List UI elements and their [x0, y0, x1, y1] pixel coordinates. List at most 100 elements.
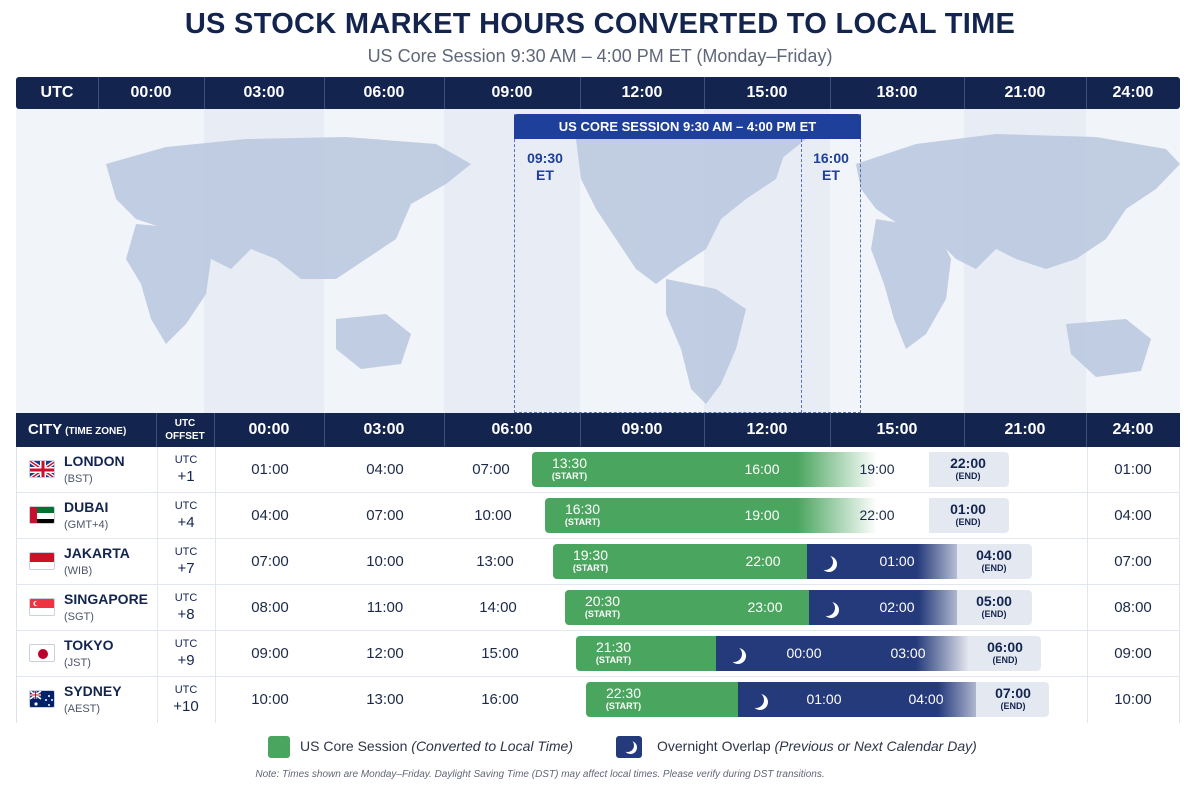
session-start-time: 20:30 [584, 593, 621, 609]
session-bar: 19:30 (START) 22:00 01:00 04:00 (END) [553, 544, 1032, 579]
local-time: 13:00 [476, 553, 514, 570]
overnight-time: 03:00 [890, 645, 926, 661]
session-start-time: 21:30 [595, 639, 632, 655]
offset-label: UTC [174, 592, 198, 604]
utc-tick: 09:00 [491, 84, 533, 101]
city-name: SINGAPORE [64, 591, 149, 607]
table-tick: 15:00 [876, 421, 918, 438]
local-time: 04:00 [251, 507, 289, 524]
session-mid-time: 19:00 [744, 507, 780, 523]
session-end-tz: ET [822, 167, 840, 183]
session-end-label: (END) [1000, 701, 1026, 711]
us-session-window [514, 114, 861, 413]
offset-label: UTC [174, 684, 198, 696]
singapore-flag-icon [29, 598, 55, 616]
city-timezone: (BST) [64, 473, 93, 485]
table-row-dubai: DUBAI (GMT+4) UTC +4 04:00 07:00 10:00 1… [17, 493, 1179, 539]
session-start-time: 19:30 [572, 547, 609, 563]
session-bar: 22:30 (START) 01:00 04:00 07:00 (END) [586, 682, 1049, 717]
offset-value: +10 [173, 698, 199, 715]
local-time: 13:00 [366, 691, 404, 708]
overnight-time: 00:00 [786, 645, 822, 661]
local-time: 01:00 [1114, 461, 1152, 478]
city-name: LONDON [64, 453, 125, 469]
offset-column-header: UTC OFFSET [165, 418, 205, 442]
offset-label: UTC [174, 638, 198, 650]
table-tick: 24:00 [1112, 421, 1154, 438]
session-end-time: 04:00 [976, 547, 1012, 563]
city-timezone: (SGT) [64, 611, 94, 623]
session-start-label: (START) [564, 517, 601, 527]
offset-value: +7 [177, 560, 195, 577]
session-mid-time: 22:00 [745, 553, 781, 569]
local-time: 15:00 [481, 645, 519, 662]
session-end-label: 16:00 ET [808, 150, 854, 184]
utc-tick: 06:00 [363, 84, 405, 101]
local-time: 14:00 [479, 599, 517, 616]
session-end-time: 01:00 [950, 501, 986, 517]
local-time: 08:00 [251, 599, 289, 616]
local-time: 04:00 [1114, 507, 1152, 524]
session-end-label: (END) [981, 609, 1007, 619]
session-mid-time: 22:00 [859, 507, 895, 523]
utc-label: UTC [40, 84, 74, 101]
local-time: 08:00 [1114, 599, 1152, 616]
utc-header-bar: UTC 00:00 03:00 06:00 09:00 12:00 15:00 … [16, 77, 1180, 109]
local-time: 09:00 [251, 645, 289, 662]
city-name: TOKYO [64, 637, 114, 653]
offset-label: UTC [174, 454, 198, 466]
overnight-time: 02:00 [879, 599, 915, 615]
session-start-time: 13:30 [551, 455, 588, 471]
local-time: 10:00 [366, 553, 404, 570]
session-bar: 16:30 (START) 19:00 22:00 01:00 (END) [545, 498, 1009, 533]
moon-icon [726, 646, 742, 662]
session-end-label: (END) [992, 655, 1018, 665]
local-time: 07:00 [1114, 553, 1152, 570]
table-row-tokyo: TOKYO (JST) UTC +9 09:00 12:00 15:00 21:… [17, 631, 1179, 677]
utc-tick: 03:00 [243, 84, 285, 101]
overnight-time: 01:00 [806, 691, 842, 707]
overnight-legend-swatch [616, 736, 642, 758]
local-time: 07:00 [366, 507, 404, 524]
session-start-tz: ET [536, 167, 554, 183]
city-timezone: (AEST) [64, 703, 101, 715]
local-time: 16:00 [481, 691, 519, 708]
session-end-time: 06:00 [987, 639, 1023, 655]
session-legend-swatch [268, 736, 290, 758]
table-tick: 12:00 [746, 421, 788, 438]
overnight-legend-label: Overnight Overlap (Previous or Next Cale… [657, 738, 977, 754]
session-start-label: (START) [551, 471, 588, 481]
moon-icon [819, 600, 835, 616]
city-column-header: CITY (TIME ZONE) [28, 421, 127, 438]
uk-flag-icon [29, 460, 55, 478]
australia-flag-icon [29, 690, 55, 708]
session-legend-label: US Core Session (Converted to Local Time… [300, 738, 573, 754]
page-subtitle: US Core Session 9:30 AM – 4:00 PM ET (Mo… [367, 46, 833, 66]
session-end-time: 05:00 [976, 593, 1012, 609]
local-time: 07:00 [472, 461, 510, 478]
table-row-singapore: SINGAPORE (SGT) UTC +8 08:00 11:00 14:00… [17, 585, 1179, 631]
utc-tick: 21:00 [1004, 84, 1046, 101]
table-tick: 09:00 [621, 421, 663, 438]
session-mid-time: 16:00 [744, 461, 780, 477]
offset-value: +8 [177, 606, 195, 623]
table-row-london: LONDON (BST) UTC +1 01:00 04:00 07:00 13… [17, 447, 1179, 493]
utc-tick: 12:00 [621, 84, 663, 101]
moon-icon [817, 554, 833, 570]
city-name: JAKARTA [64, 545, 130, 561]
session-start-time: 16:30 [564, 501, 601, 517]
city-name: SYDNEY [64, 683, 122, 699]
footnote: Note: Times shown are Monday–Friday. Day… [255, 769, 825, 780]
local-time: 10:00 [1114, 691, 1152, 708]
session-mid-time: 19:00 [859, 461, 895, 477]
us-session-header: US CORE SESSION 9:30 AM – 4:00 PM ET [514, 114, 861, 139]
utc-tick: 00:00 [130, 84, 172, 101]
session-start-label: (START) [605, 701, 642, 711]
overnight-time: 01:00 [879, 553, 915, 569]
offset-value: +1 [177, 468, 195, 485]
table-header: CITY (TIME ZONE) UTC OFFSET 00:00 03:00 0… [16, 413, 1180, 447]
table-row-jakarta: JAKARTA (WIB) UTC +7 07:00 10:00 13:00 1… [17, 539, 1179, 585]
japan-flag-icon [29, 644, 55, 662]
overnight-time: 04:00 [908, 691, 944, 707]
session-end-time: 16:00 [813, 150, 849, 166]
